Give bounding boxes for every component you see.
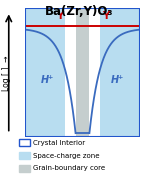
Bar — [100, 8, 140, 137]
Text: Y: Y — [56, 11, 63, 20]
Text: H⁺: H⁺ — [111, 75, 124, 85]
Bar — [25, 8, 65, 137]
Text: H⁺: H⁺ — [41, 75, 54, 85]
Text: Space-charge zone: Space-charge zone — [33, 153, 99, 159]
Text: Log [ ]  →: Log [ ] → — [2, 55, 11, 91]
Text: Y: Y — [102, 11, 109, 20]
Text: Ba(Zr,Y)O₃: Ba(Zr,Y)O₃ — [45, 5, 113, 18]
Bar — [76, 8, 89, 137]
Text: Grain-boundary core: Grain-boundary core — [33, 165, 105, 171]
Text: Crystal Interior: Crystal Interior — [33, 140, 85, 146]
